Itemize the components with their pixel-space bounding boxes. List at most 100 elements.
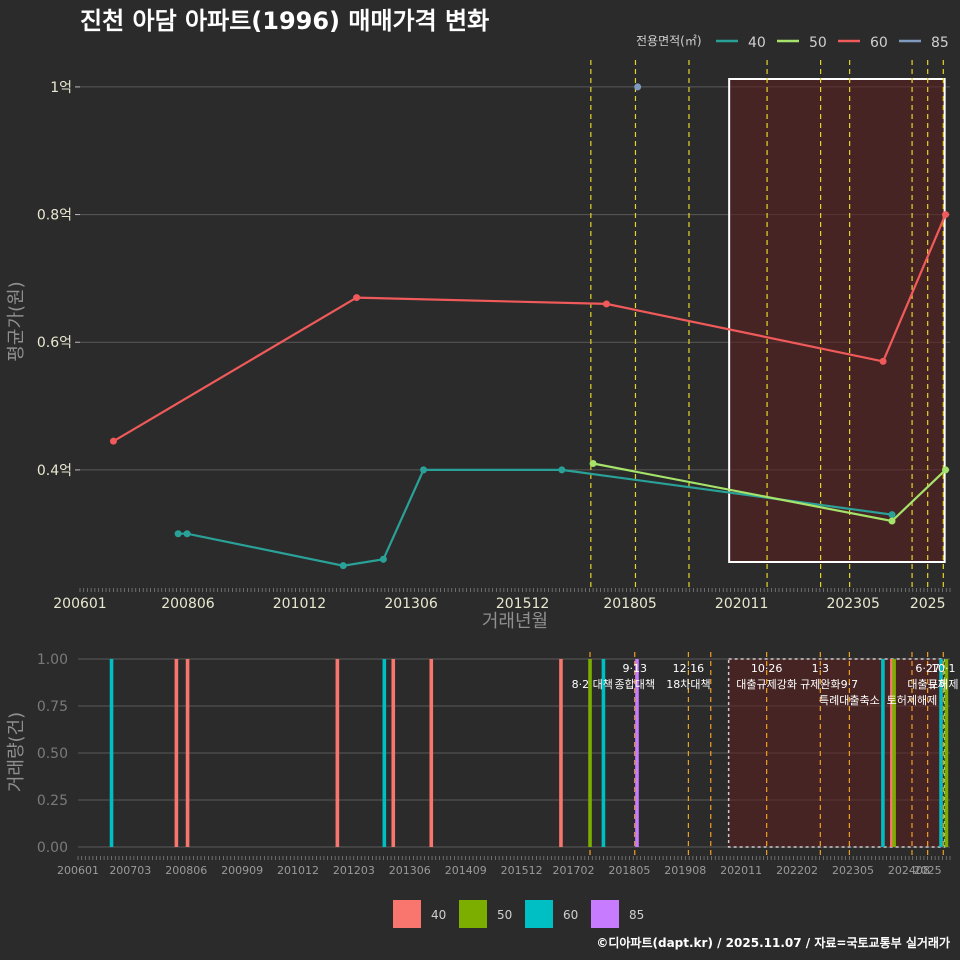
volume-bar-40 xyxy=(174,659,179,847)
x2-tick-label: 201702 xyxy=(552,864,594,877)
volume-panel: 0.00 0.25 0.50 0.75 1.00 8·2 대책 9·13 종합대책 12·16 1… xyxy=(6,652,958,877)
volume-bar-85 xyxy=(635,659,639,847)
x2-tick-label: 201908 xyxy=(664,864,706,877)
volume-bar-40 xyxy=(429,659,434,847)
x2-tick-label: 201512 xyxy=(501,864,543,877)
event-label: 10·1 xyxy=(931,662,956,675)
data-point-60 xyxy=(942,211,950,219)
x-tick-label: 201012 xyxy=(273,596,326,612)
event-label: 특례대출축소 xyxy=(819,694,880,707)
x-tick-label: 200806 xyxy=(161,596,215,612)
x-tick-label: 202011 xyxy=(715,596,768,612)
volume-bar-50 xyxy=(944,659,949,847)
volume-bar-40 xyxy=(559,659,563,847)
x-tick-label: 201805 xyxy=(603,596,656,612)
x2-tick-label: 200703 xyxy=(109,864,151,877)
event-label: 토허제 xyxy=(928,678,958,691)
volume-bar-50 xyxy=(588,659,592,847)
volume-bar-50 xyxy=(892,659,896,847)
event-label: 9·13 xyxy=(622,662,647,675)
event-label: 6·27 xyxy=(915,662,940,675)
x2-tick-label: 201306 xyxy=(389,864,431,877)
data-point-50 xyxy=(942,466,950,474)
data-point-60 xyxy=(109,437,117,445)
event-label: 대출규제강화 xyxy=(736,678,797,691)
event-label: 1·3 xyxy=(812,662,830,675)
y2-tick-label: 0.50 xyxy=(37,746,68,762)
x2-tick-label: 202202 xyxy=(776,864,818,877)
data-point-40 xyxy=(174,530,182,538)
x2-tick-label: 202011 xyxy=(720,864,762,877)
x-tick-label: 2025 xyxy=(910,596,946,612)
price-panel: 0.4억 0.6억 0.8억 1억 200601 200806 201012 201306 20… xyxy=(6,60,951,632)
x2-tick-label: 200601 xyxy=(57,864,99,877)
event-label: 18차대책 xyxy=(666,678,710,691)
x2-tick-label: 201012 xyxy=(277,864,319,877)
legend-label-50: 50 xyxy=(497,908,512,922)
x-tick-label: 200601 xyxy=(53,596,106,612)
volume-bar-40 xyxy=(335,659,340,847)
data-point-40 xyxy=(183,530,191,538)
data-point-50 xyxy=(888,517,896,525)
volume-bar-60 xyxy=(601,659,606,847)
legend-label-60: 60 xyxy=(870,35,888,51)
x-tick-label: 202305 xyxy=(826,596,879,612)
volume-bar-60 xyxy=(109,659,114,847)
x2-tick-label: 202408 xyxy=(888,864,930,877)
volume-bar-60 xyxy=(881,659,885,847)
data-point-40 xyxy=(339,562,347,570)
volume-bar-60 xyxy=(382,659,387,847)
y-tick-label: 0.4억 xyxy=(37,463,72,479)
legend-label-60: 60 xyxy=(563,908,578,922)
volume-bar-40 xyxy=(890,659,894,847)
legend-label-50: 50 xyxy=(809,35,827,51)
volume-bar-40 xyxy=(185,659,190,847)
data-point-85 xyxy=(634,83,642,91)
data-point-60 xyxy=(602,300,610,308)
x-axis-title: 거래년월 xyxy=(482,611,548,632)
legend-top: 전용면적(㎡) 40 50 60 85 xyxy=(636,34,949,51)
y2-tick-label: 0.75 xyxy=(37,699,68,715)
y2-tick-label: 0.25 xyxy=(37,793,68,809)
volume-bar-60 xyxy=(939,659,943,847)
legend-swatch-85 xyxy=(591,900,619,928)
x2-tick-label: 201203 xyxy=(333,864,375,877)
x2-tick-label: 201409 xyxy=(445,864,487,877)
event-label: 토허제해제 xyxy=(887,693,938,707)
legend-label-40: 40 xyxy=(748,35,766,51)
data-point-40 xyxy=(558,466,566,474)
event-label: 9·7 xyxy=(841,678,859,691)
legend-bottom: 40 50 60 85 xyxy=(393,900,644,928)
event-label: 대출규제 xyxy=(907,678,947,691)
legend-label-85: 85 xyxy=(629,908,644,922)
x2-tick-label: 201805 xyxy=(608,864,650,877)
y2-axis-title: 거래량(건) xyxy=(6,712,27,792)
data-point-40 xyxy=(420,466,428,474)
chart-title: 진천 아담 아파트(1996) 매매가격 변화 xyxy=(80,7,489,35)
highlight-region xyxy=(728,78,946,563)
legend-label-85: 85 xyxy=(931,35,949,51)
data-point-40 xyxy=(888,511,896,519)
data-point-40 xyxy=(379,555,387,563)
caption: ©디아파트(dapt.kr) / 2025.11.07 / 자료=국토교통부 실… xyxy=(596,935,950,950)
y2-tick-label: 0.00 xyxy=(37,840,68,856)
y2-tick-label: 1.00 xyxy=(37,652,68,668)
x2-tick-label: 202305 xyxy=(832,864,874,877)
event-label: 종합대책 xyxy=(614,678,654,691)
data-point-50 xyxy=(589,460,597,468)
event-label: 8·2 대책 xyxy=(572,678,613,691)
legend-swatch-40 xyxy=(393,900,421,928)
event-label: 10·26 xyxy=(751,662,783,675)
event-label: 12·16 xyxy=(673,662,705,675)
x-tick-label: 201512 xyxy=(496,596,549,612)
legend-label-40: 40 xyxy=(431,908,446,922)
y-axis-title: 평균가(원) xyxy=(6,281,27,361)
highlight-region-2 xyxy=(727,658,946,848)
y-tick-label: 0.6억 xyxy=(37,335,72,351)
x2-tick-label: 2025 xyxy=(914,864,942,877)
y-tick-label: 0.8억 xyxy=(37,208,72,224)
data-point-60 xyxy=(353,294,361,302)
y-tick-label: 1억 xyxy=(50,80,72,96)
event-label: 규제완화 xyxy=(800,678,840,691)
